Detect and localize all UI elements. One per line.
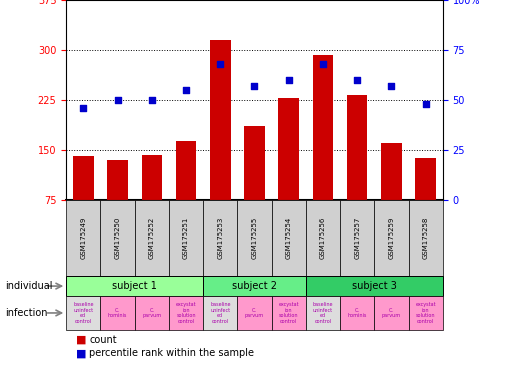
FancyBboxPatch shape <box>272 200 306 276</box>
FancyBboxPatch shape <box>306 296 340 330</box>
Point <box>421 101 430 107</box>
Text: ■: ■ <box>76 348 87 358</box>
Text: C.
hominis: C. hominis <box>348 308 367 318</box>
FancyBboxPatch shape <box>409 200 443 276</box>
FancyBboxPatch shape <box>340 296 374 330</box>
FancyBboxPatch shape <box>340 200 374 276</box>
Text: GSM175251: GSM175251 <box>183 217 189 259</box>
FancyBboxPatch shape <box>237 200 272 276</box>
Text: excystat
ion
solution
control: excystat ion solution control <box>176 302 196 324</box>
Text: GSM175255: GSM175255 <box>251 217 258 259</box>
Point <box>285 77 293 83</box>
FancyBboxPatch shape <box>409 296 443 330</box>
Text: ■: ■ <box>76 335 87 345</box>
FancyBboxPatch shape <box>374 200 409 276</box>
Text: GSM175253: GSM175253 <box>217 217 223 259</box>
Point <box>114 97 122 103</box>
Bar <box>73 156 94 250</box>
Point <box>148 97 156 103</box>
Text: subject 1: subject 1 <box>112 281 157 291</box>
FancyBboxPatch shape <box>374 296 409 330</box>
FancyBboxPatch shape <box>135 296 169 330</box>
Bar <box>142 155 162 250</box>
FancyBboxPatch shape <box>66 200 100 276</box>
Text: GSM175252: GSM175252 <box>149 217 155 259</box>
FancyBboxPatch shape <box>237 296 272 330</box>
Text: C.
parvum: C. parvum <box>245 308 264 318</box>
FancyBboxPatch shape <box>100 296 135 330</box>
Bar <box>107 160 128 250</box>
FancyBboxPatch shape <box>66 276 203 296</box>
Text: subject 2: subject 2 <box>232 281 277 291</box>
FancyBboxPatch shape <box>135 200 169 276</box>
Point <box>387 83 395 89</box>
Bar <box>210 40 231 250</box>
Text: GSM175254: GSM175254 <box>286 217 292 259</box>
Point <box>216 61 224 67</box>
Text: individual: individual <box>5 281 52 291</box>
FancyBboxPatch shape <box>66 296 100 330</box>
Text: baseline
uninfect
ed
control: baseline uninfect ed control <box>210 302 231 324</box>
Text: subject 3: subject 3 <box>352 281 397 291</box>
Text: GSM175249: GSM175249 <box>80 217 87 259</box>
Point <box>79 105 88 111</box>
Bar <box>244 126 265 250</box>
Text: GSM175256: GSM175256 <box>320 217 326 259</box>
FancyBboxPatch shape <box>272 296 306 330</box>
Point <box>182 87 190 93</box>
Bar <box>278 98 299 250</box>
Text: GSM175257: GSM175257 <box>354 217 360 259</box>
FancyBboxPatch shape <box>306 276 443 296</box>
Bar <box>313 55 333 250</box>
Text: baseline
uninfect
ed
control: baseline uninfect ed control <box>313 302 333 324</box>
Text: C.
parvum: C. parvum <box>382 308 401 318</box>
Text: C.
hominis: C. hominis <box>108 308 127 318</box>
Text: C.
parvum: C. parvum <box>142 308 161 318</box>
Text: excystat
ion
solution
control: excystat ion solution control <box>415 302 436 324</box>
Text: infection: infection <box>5 308 47 318</box>
Text: GSM175258: GSM175258 <box>422 217 429 259</box>
Text: excystat
ion
solution
control: excystat ion solution control <box>278 302 299 324</box>
Point <box>319 61 327 67</box>
Bar <box>176 141 196 250</box>
Text: baseline
uninfect
ed
control: baseline uninfect ed control <box>73 302 94 324</box>
Text: count: count <box>89 335 117 345</box>
FancyBboxPatch shape <box>203 296 237 330</box>
FancyBboxPatch shape <box>169 200 203 276</box>
FancyBboxPatch shape <box>203 200 237 276</box>
FancyBboxPatch shape <box>306 200 340 276</box>
Bar <box>415 158 436 250</box>
Bar <box>381 143 402 250</box>
Point <box>353 77 361 83</box>
Text: GSM175250: GSM175250 <box>115 217 121 259</box>
Bar <box>347 95 367 250</box>
FancyBboxPatch shape <box>100 200 135 276</box>
FancyBboxPatch shape <box>169 296 203 330</box>
Text: GSM175259: GSM175259 <box>388 217 394 259</box>
Point <box>250 83 259 89</box>
Text: percentile rank within the sample: percentile rank within the sample <box>89 348 254 358</box>
FancyBboxPatch shape <box>203 276 306 296</box>
